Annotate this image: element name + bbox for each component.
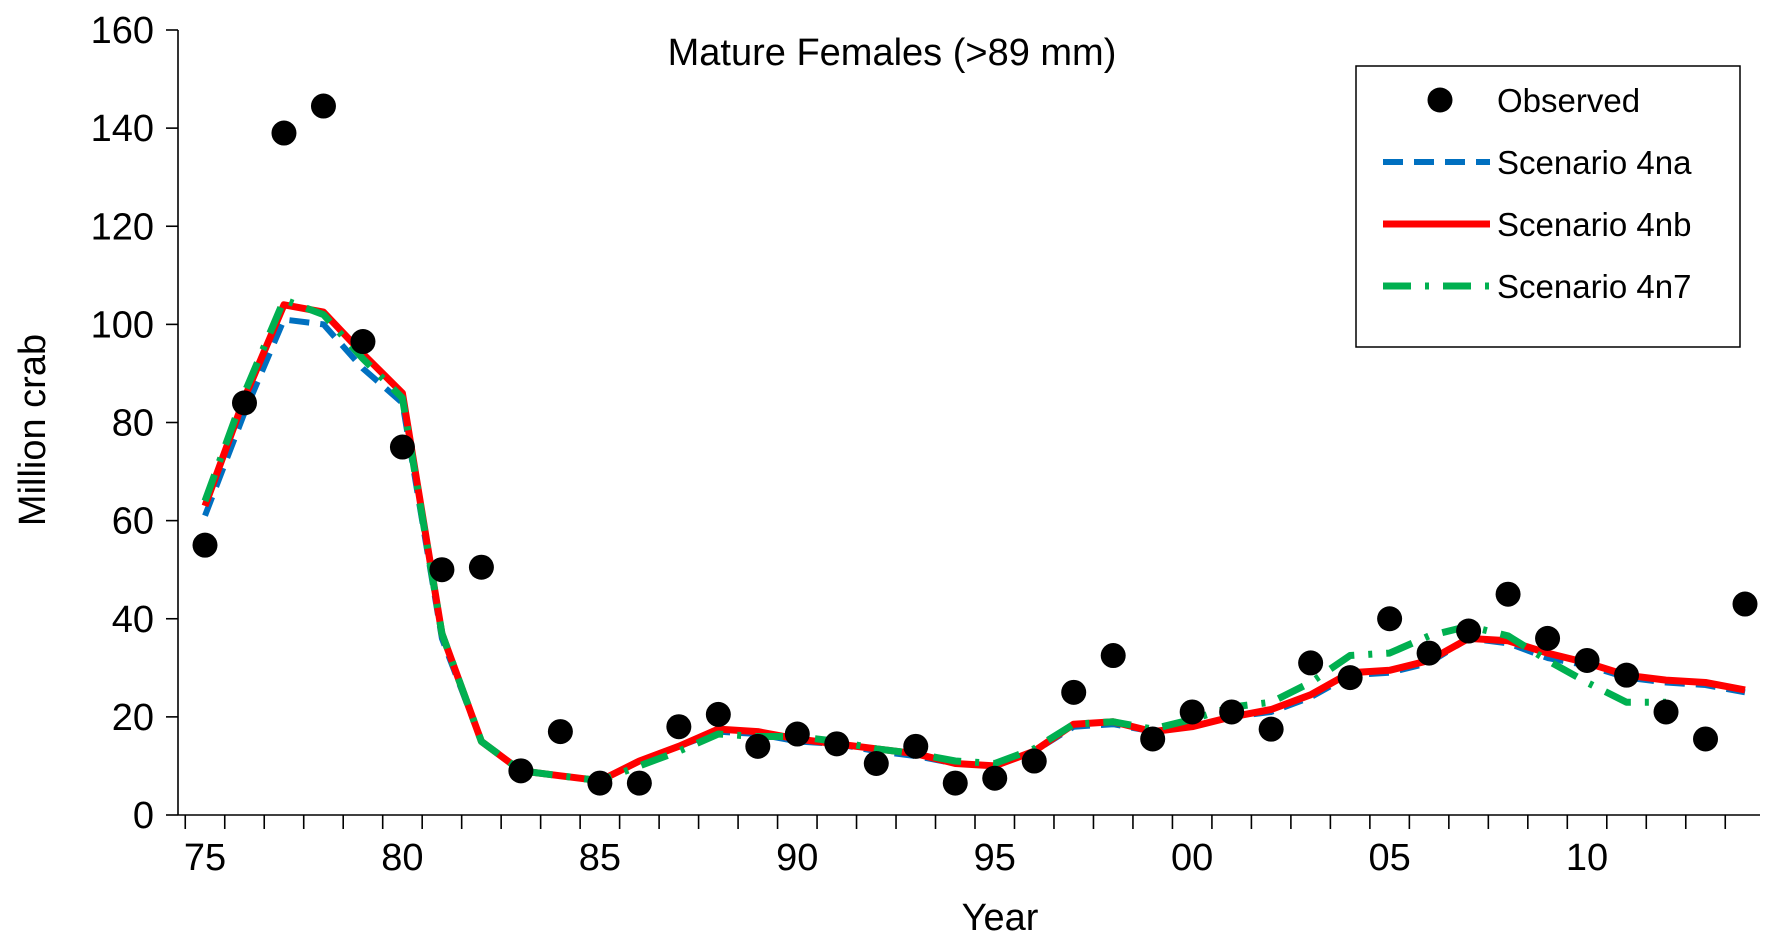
observed-point — [982, 765, 1008, 791]
observed-point — [271, 120, 297, 146]
legend-box — [1355, 65, 1741, 348]
y-tick-label: 60 — [112, 501, 154, 543]
observed-point — [626, 770, 652, 796]
legend: Observed Scenario 4na Scenario 4nb Scenario… — [1355, 65, 1741, 348]
x-tick-label: 80 — [381, 837, 423, 879]
observed-point — [863, 750, 889, 776]
observed-point — [547, 719, 573, 745]
series-line-scenario-4na — [202, 316, 1746, 784]
observed-point — [310, 93, 336, 119]
observed-point — [1456, 618, 1482, 644]
series-line-scenario-4n7 — [201, 296, 1666, 785]
observed-point — [1377, 606, 1403, 632]
observed-point — [1614, 662, 1640, 688]
legend-label: Scenario 4nb — [1497, 206, 1691, 243]
observed-point — [350, 329, 376, 355]
x-tick-label: 85 — [579, 837, 621, 879]
observed-point — [192, 532, 218, 558]
observed-point — [468, 554, 494, 580]
chart-title: Mature Females (>89 mm) — [668, 32, 1117, 74]
y-tick-label: 80 — [112, 403, 154, 445]
y-axis-title: Million crab — [12, 334, 54, 526]
x-tick-label: 75 — [184, 837, 226, 879]
observed-point — [784, 721, 810, 747]
y-tick-label: 140 — [91, 108, 154, 150]
observed-point — [1021, 748, 1047, 774]
x-tick-label: 10 — [1566, 837, 1608, 879]
observed-point — [389, 434, 415, 460]
observed-point — [705, 701, 731, 727]
observed-point — [1298, 650, 1324, 676]
observed-point — [1061, 679, 1087, 705]
observed-point — [1179, 699, 1205, 725]
observed-point — [824, 731, 850, 757]
y-tick-label: 20 — [112, 697, 154, 739]
axes: 0 20 40 60 80 100 120 140 160 75 80 85 90 95 00 05 10 — [91, 10, 1760, 879]
observed-point — [1100, 643, 1126, 669]
observed-point — [1732, 591, 1758, 617]
legend-label: Scenario 4n7 — [1497, 268, 1691, 305]
y-tick-label: 120 — [91, 206, 154, 248]
observed-point — [1258, 716, 1284, 742]
observed-point — [1574, 647, 1600, 673]
legend-label: Scenario 4na — [1497, 144, 1692, 181]
observed-point — [231, 390, 257, 416]
x-tick-label: 05 — [1368, 837, 1410, 879]
observed-point — [903, 733, 929, 759]
observed-points — [192, 93, 1758, 796]
x-tick-label: 90 — [776, 837, 818, 879]
series-line-scenario-4nb — [201, 301, 1746, 785]
observed-point — [1535, 625, 1561, 651]
y-tick-label: 160 — [91, 10, 154, 52]
observed-point — [1653, 699, 1679, 725]
x-axis-title: Year — [962, 897, 1039, 939]
legend-marker-observed — [1427, 87, 1453, 113]
observed-point — [666, 714, 692, 740]
observed-point — [1495, 581, 1521, 607]
observed-point — [745, 733, 771, 759]
observed-point — [508, 758, 534, 784]
observed-point — [1693, 726, 1719, 752]
plot-lines — [201, 296, 1746, 785]
y-tick-label: 40 — [112, 599, 154, 641]
x-tick-label: 00 — [1171, 837, 1213, 879]
legend-label: Observed — [1497, 82, 1640, 119]
y-tick-label: 100 — [91, 304, 154, 346]
y-tick-label: 0 — [133, 795, 154, 837]
observed-point — [587, 770, 613, 796]
observed-point — [1416, 640, 1442, 666]
observed-point — [1140, 726, 1166, 752]
observed-point — [942, 770, 968, 796]
x-tick-label: 95 — [974, 837, 1016, 879]
observed-point — [429, 557, 455, 583]
observed-point — [1337, 665, 1363, 691]
observed-point — [1219, 699, 1245, 725]
